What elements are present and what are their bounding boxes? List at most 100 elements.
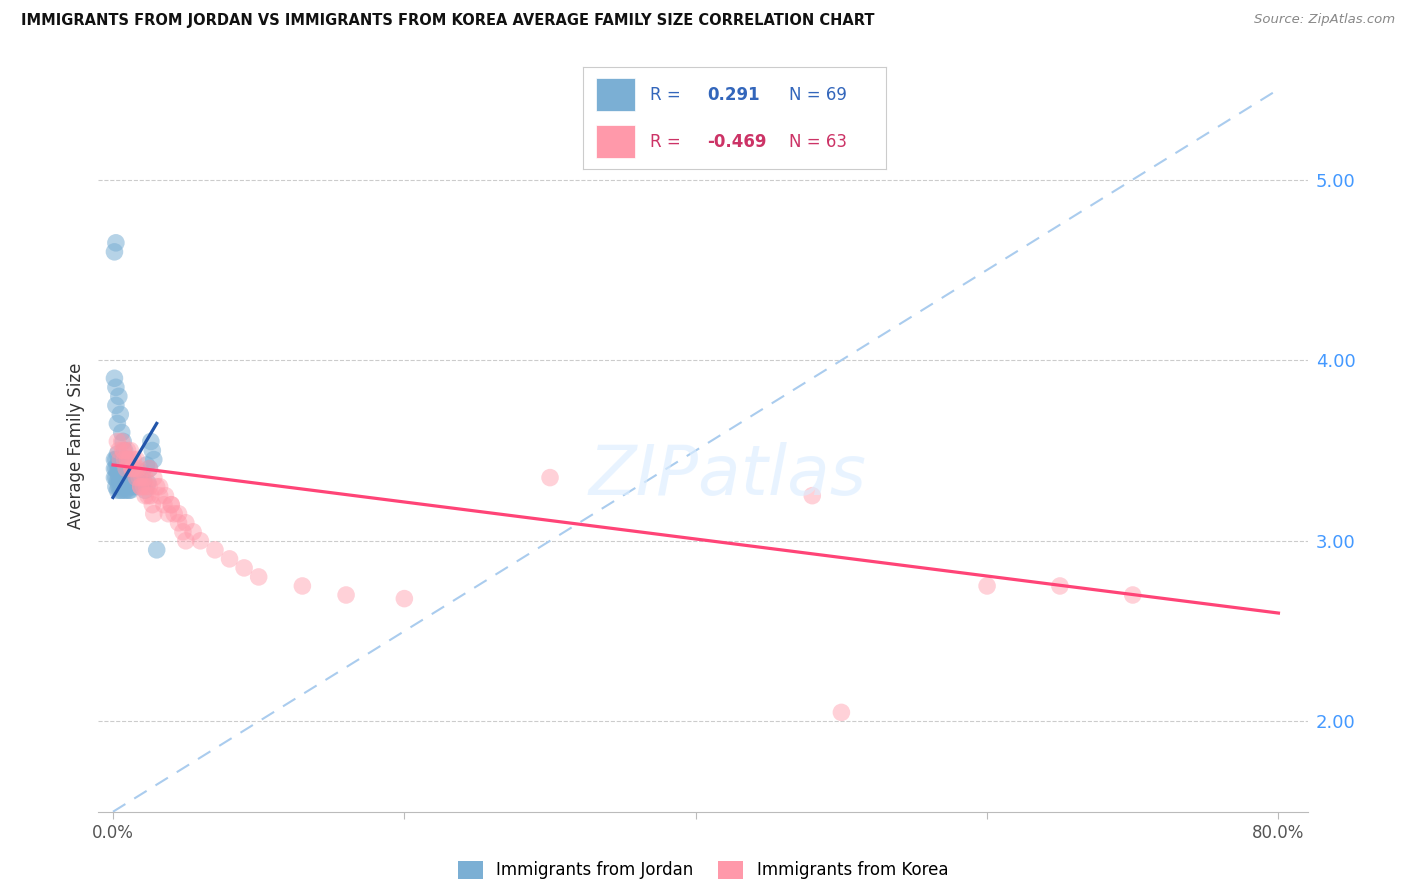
Point — [120, 443, 142, 458]
Point — [117, 458, 139, 472]
Point — [112, 443, 135, 458]
Point — [104, 480, 127, 494]
Point — [127, 461, 149, 475]
Point — [115, 461, 138, 475]
Point — [139, 434, 162, 449]
Point — [110, 465, 132, 479]
Point — [136, 489, 159, 503]
Point — [129, 480, 152, 494]
Point — [124, 480, 146, 494]
Point — [117, 461, 139, 475]
Point — [135, 480, 157, 494]
Text: 0.291: 0.291 — [707, 86, 761, 103]
Point — [174, 516, 197, 530]
Point — [149, 480, 172, 494]
Point — [112, 461, 135, 475]
Point — [394, 591, 416, 606]
Point — [145, 480, 167, 494]
Point — [134, 470, 156, 484]
Text: -0.469: -0.469 — [707, 133, 766, 151]
Point — [104, 398, 127, 412]
Point — [174, 533, 197, 548]
Point — [111, 483, 134, 498]
Point — [233, 561, 256, 575]
Point — [132, 474, 155, 488]
Point — [120, 470, 142, 484]
Legend: Immigrants from Jordan, Immigrants from Korea: Immigrants from Jordan, Immigrants from … — [450, 852, 956, 888]
Point — [157, 507, 180, 521]
Point — [114, 452, 136, 467]
Point — [142, 452, 165, 467]
Point — [117, 452, 139, 467]
Text: N = 63: N = 63 — [789, 133, 846, 151]
Point — [155, 489, 177, 503]
Point — [135, 458, 157, 472]
Point — [103, 452, 125, 467]
Point — [125, 470, 148, 484]
Point — [138, 461, 160, 475]
Point — [167, 516, 190, 530]
Point — [103, 461, 125, 475]
Point — [127, 470, 149, 484]
Bar — [596, 78, 636, 111]
Point — [105, 483, 128, 498]
Point — [291, 579, 314, 593]
Point — [108, 461, 131, 475]
Point — [181, 524, 204, 539]
Point — [117, 470, 139, 484]
Point — [801, 489, 824, 503]
Point — [112, 434, 135, 449]
Point — [115, 452, 138, 467]
Point — [112, 480, 135, 494]
Text: R =: R = — [650, 133, 681, 151]
Point — [132, 480, 155, 494]
Point — [111, 434, 134, 449]
Point — [110, 474, 132, 488]
Point — [104, 452, 127, 467]
Point — [103, 470, 125, 484]
Point — [121, 461, 143, 475]
Point — [129, 480, 152, 494]
Point — [142, 470, 165, 484]
Point — [114, 474, 136, 488]
Point — [149, 489, 172, 503]
Point — [108, 389, 131, 403]
Point — [153, 498, 176, 512]
Point — [830, 706, 852, 720]
Point — [118, 474, 141, 488]
Point — [134, 489, 156, 503]
Point — [335, 588, 357, 602]
Point — [160, 498, 183, 512]
Point — [111, 474, 134, 488]
Point — [103, 371, 125, 385]
Point — [247, 570, 270, 584]
Point — [105, 458, 128, 472]
Point — [111, 465, 134, 479]
Point — [142, 507, 165, 521]
Point — [115, 483, 138, 498]
Point — [204, 542, 226, 557]
Point — [160, 498, 183, 512]
Point — [111, 456, 134, 470]
Point — [134, 483, 156, 498]
Point — [103, 244, 125, 259]
Point — [1122, 588, 1144, 602]
Point — [104, 380, 127, 394]
Point — [131, 470, 153, 484]
Point — [112, 470, 135, 484]
Point — [128, 470, 150, 484]
Point — [111, 425, 134, 440]
Point — [117, 480, 139, 494]
Y-axis label: Average Family Size: Average Family Size — [66, 363, 84, 529]
Point — [172, 524, 194, 539]
Point — [976, 579, 998, 593]
Point — [110, 452, 132, 467]
Text: Source: ZipAtlas.com: Source: ZipAtlas.com — [1254, 13, 1395, 27]
Point — [114, 443, 136, 458]
Point — [122, 452, 145, 467]
Point — [110, 408, 132, 422]
Point — [105, 465, 128, 479]
Point — [112, 443, 135, 458]
Point — [138, 480, 160, 494]
Point — [105, 447, 128, 461]
